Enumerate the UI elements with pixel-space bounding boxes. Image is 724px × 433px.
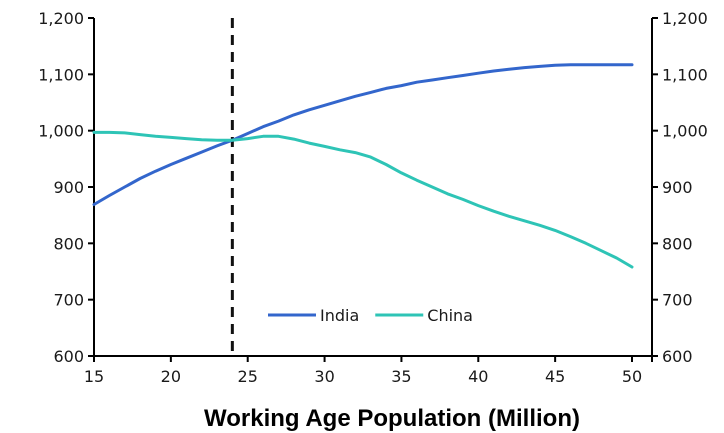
y-tick-label-left: 800 [53,234,84,253]
y-tick-label-left: 1,000 [38,122,84,141]
y-tick-label-right: 700 [662,291,693,310]
series-line-india [92,63,634,206]
series-line-china [92,130,634,269]
y-tick-label-right: 800 [662,234,693,253]
y-tick-label-right: 600 [662,347,693,366]
y-tick-label-left: 600 [53,347,84,366]
axes: 600 600 700 700 800 800 900 900 1,000 1,000 1,100 1… [38,9,708,386]
x-tick-label: 15 [84,367,104,386]
x-tick-label: 45 [545,367,565,386]
y-tick-label-left: 1,100 [38,65,84,84]
x-tick-label: 30 [314,367,334,386]
y-tick-label-right: 900 [662,178,693,197]
x-tick-label: 50 [622,367,642,386]
legend: India China [268,306,473,325]
x-tick-label: 20 [161,367,181,386]
x-tick-label: 25 [238,367,258,386]
series-lines [92,63,634,269]
y-tick-label-left: 1,200 [38,9,84,28]
chart-title: Working Age Population (Million) [204,405,580,432]
x-tick-label: 40 [468,367,488,386]
x-tick-label: 35 [391,367,411,386]
legend-label-india: India [320,306,359,325]
y-tick-label-right: 1,100 [662,65,708,84]
legend-label-china: China [427,306,473,325]
y-tick-label-left: 900 [53,178,84,197]
y-tick-label-right: 1,200 [662,9,708,28]
y-tick-label-right: 1,000 [662,122,708,141]
y-tick-label-left: 700 [53,291,84,310]
